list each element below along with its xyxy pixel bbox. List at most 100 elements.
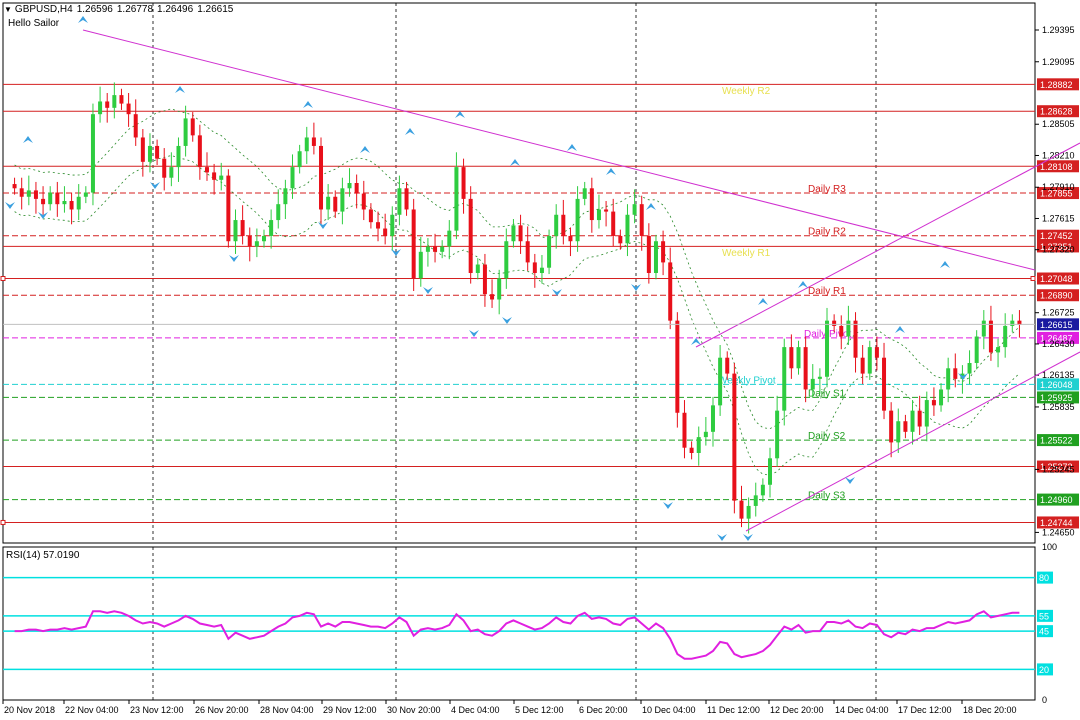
envelope-lower (14, 154, 1020, 476)
x-tick-label: 14 Dec 04:00 (835, 705, 889, 715)
candle-body (62, 201, 67, 205)
rsi-tick-label: 0 (1042, 695, 1047, 705)
candle-body (625, 214, 630, 244)
candle-body (1017, 320, 1022, 325)
candle-body (889, 410, 894, 443)
channel-upper (695, 142, 1080, 348)
level-handle (0, 519, 6, 525)
x-tick-label: 6 Dec 20:00 (579, 705, 628, 715)
level-name-label: Daily R2 (808, 227, 846, 238)
candle-body (447, 230, 452, 247)
fractal-arrow-icon (743, 534, 753, 541)
candle-body (682, 412, 687, 448)
candle-body (204, 167, 209, 173)
level-price-label: 1.26890 (1040, 291, 1073, 301)
candle-body (1003, 325, 1008, 348)
candle-body (853, 320, 858, 358)
candle-body (482, 264, 487, 295)
x-tick-label: 23 Nov 12:00 (130, 705, 184, 715)
candle-body (69, 201, 74, 210)
fractal-arrow-icon (895, 326, 905, 333)
candle-body (668, 262, 673, 321)
weekly-level-label: Weekly R2 (722, 86, 771, 97)
candle-body (397, 188, 402, 215)
candle-body (775, 410, 780, 459)
trend-line-down (82, 29, 1036, 271)
price-panel-frame (2, 2, 1036, 544)
candle-body (604, 209, 609, 212)
chart-header: ▼ GBPUSD,H4 1.26596 1.26778 1.26496 1.26615 (4, 4, 237, 15)
level-price-tag (1037, 229, 1079, 242)
candle-body (782, 347, 787, 411)
candle-body (632, 204, 637, 215)
weekly-level-label: Weekly R1 (722, 248, 771, 259)
indicator-label: Hello Sailor (8, 18, 60, 29)
candle-body (554, 214, 559, 236)
channel-lower (745, 351, 1080, 532)
level-price-tag (1037, 289, 1079, 302)
candle-body (354, 183, 359, 194)
chevron-down-icon[interactable]: ▼ (4, 5, 12, 14)
candle-body (55, 192, 60, 205)
x-tick-label: 5 Dec 12:00 (515, 705, 564, 715)
x-tick-label: 17 Dec 12:00 (898, 705, 952, 715)
candle-body (383, 228, 388, 236)
fractal-arrow-icon (175, 86, 185, 93)
candle-body (98, 101, 103, 115)
fractal-arrow-icon (38, 212, 48, 219)
candle-body (461, 167, 466, 199)
current-price-label: 1.26615 (1040, 320, 1073, 330)
level-price-tag (1037, 460, 1079, 473)
level-price-label: 1.24744 (1040, 518, 1073, 528)
candle-body (26, 190, 31, 197)
candle-body (789, 347, 794, 369)
candle-body (639, 204, 644, 236)
candle-body (832, 320, 837, 326)
high-value: 1.26778 (116, 4, 154, 15)
fractal-arrow-icon (567, 144, 577, 151)
level-name-label: Daily S2 (808, 431, 846, 442)
candle-body (276, 204, 281, 221)
x-tick-label: 22 Nov 04:00 (65, 705, 119, 715)
candle-body (76, 196, 81, 210)
candle-body (262, 235, 266, 242)
candle-body (725, 357, 730, 374)
rsi-level-label: 80 (1039, 573, 1049, 583)
candle-body (333, 196, 338, 212)
rsi-panel-frame (2, 546, 1036, 701)
low-value: 1.26496 (157, 4, 194, 15)
x-tick-label: 28 Nov 04:00 (260, 705, 314, 715)
fractal-arrow-icon (510, 159, 520, 166)
candle-body (254, 241, 259, 247)
level-name-label: Daily S3 (808, 491, 846, 502)
candle-body (532, 262, 537, 273)
level-price-label: 1.27351 (1040, 242, 1073, 252)
candle-body (946, 368, 951, 390)
fractal-arrow-icon (229, 255, 239, 262)
fractal-arrow-icon (940, 261, 950, 268)
y-tick-label: 1.26430 (1042, 339, 1075, 349)
candle-body (454, 167, 459, 231)
fractal-arrow-icon (318, 222, 328, 229)
candle-body (504, 241, 509, 279)
candle-body (433, 246, 438, 252)
x-tick-label: 12 Dec 20:00 (770, 705, 824, 715)
candle-body (910, 410, 915, 432)
candle-body (732, 373, 737, 501)
candle-body (611, 211, 616, 236)
fractal-arrow-icon (423, 287, 433, 294)
fractal-arrow-icon (502, 317, 512, 324)
rsi-line (14, 610, 1020, 660)
fractal-arrow-icon (646, 203, 656, 210)
level-price-tag (1037, 434, 1079, 447)
candle-body (839, 325, 844, 337)
level-price-label: 1.27452 (1040, 231, 1073, 241)
candle-body (768, 458, 772, 485)
level-price-label: 1.28628 (1040, 107, 1073, 117)
candle-body (896, 421, 901, 443)
candle-body (297, 151, 302, 168)
level-price-tag (1037, 272, 1079, 285)
candle-body (162, 158, 167, 178)
y-tick-label: 1.25835 (1042, 402, 1075, 412)
candle-body (247, 235, 252, 247)
